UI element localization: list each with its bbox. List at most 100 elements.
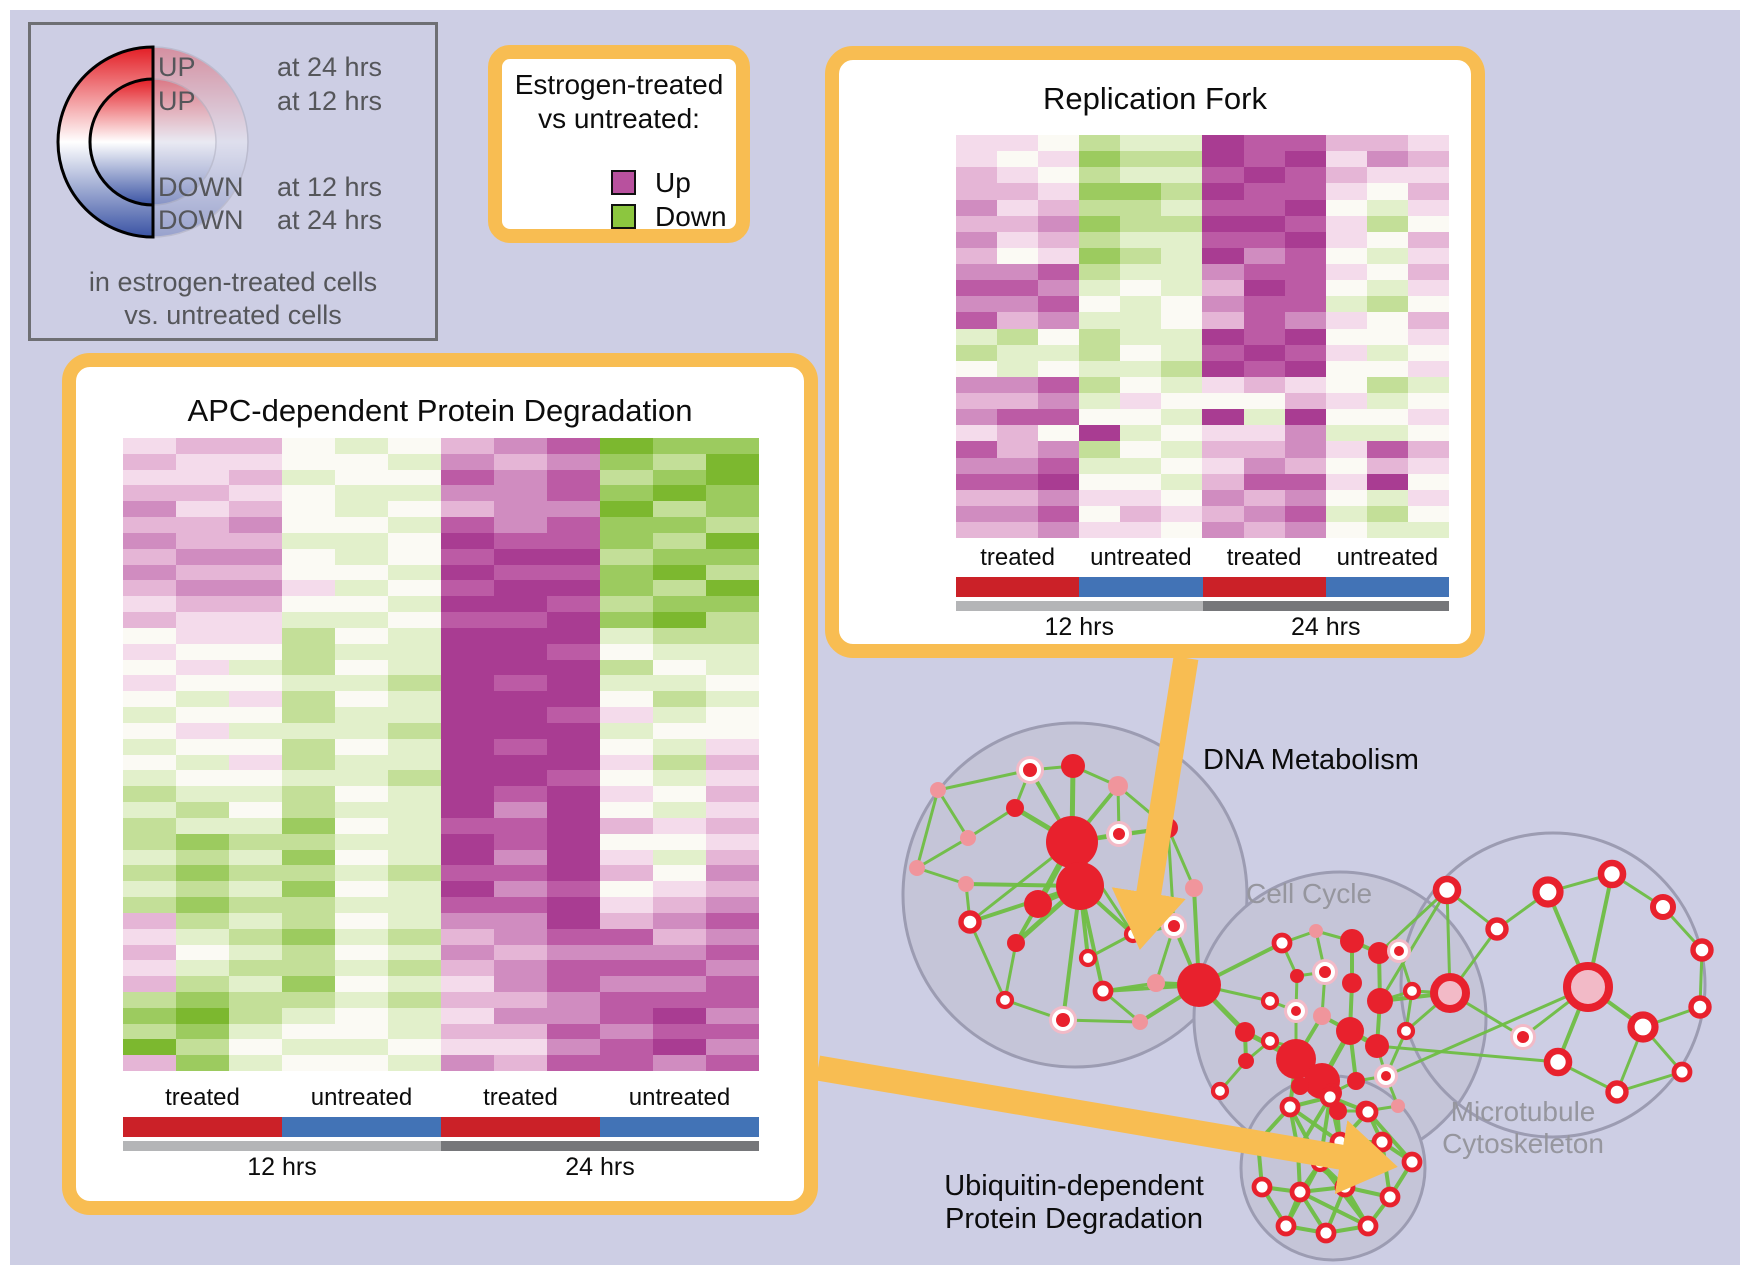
- heatmap-row: [123, 532, 759, 549]
- heatmap-row: [956, 522, 1449, 539]
- heatmap-row: [956, 360, 1449, 377]
- rf-untreated-bar-2: [1325, 577, 1449, 597]
- heatmap-row: [123, 453, 759, 470]
- heatmap-row: [123, 1007, 759, 1024]
- key-caption-line2: vs. untreated cells: [124, 300, 342, 330]
- rf-condition-bar: [956, 577, 1449, 597]
- heatmap-row: [956, 328, 1449, 345]
- replication-fork-title: Replication Fork: [1043, 81, 1267, 116]
- heatmap-row: [123, 802, 759, 818]
- heatmap-row: [956, 264, 1449, 281]
- key-up-12-time: at 12 hrs: [277, 86, 383, 116]
- heatmap-row: [956, 247, 1449, 264]
- heatmap-row: [123, 849, 759, 866]
- heatmap-row: [123, 691, 759, 708]
- key-down-12-dir: DOWN: [158, 172, 244, 202]
- rf-untreated-24-label: untreated: [1336, 544, 1439, 571]
- heatmap-row: [956, 167, 1449, 184]
- apc-treated-bar-2: [441, 1117, 600, 1137]
- heatmap-row: [956, 296, 1449, 313]
- heatmap-row: [123, 438, 759, 454]
- heatmap-row: [123, 643, 759, 660]
- heatmap-row: [956, 344, 1449, 361]
- apc-treated-12-label: treated: [165, 1084, 240, 1111]
- heatmap-row: [123, 991, 759, 1008]
- heatmap-row: [123, 817, 759, 834]
- legend-down-swatch: [611, 204, 636, 229]
- key-down-24-time: at 24 hrs: [277, 205, 383, 235]
- key-caption-line1: in estrogen-treated cells: [88, 267, 378, 297]
- heatmap-row: [123, 627, 759, 644]
- key-up-24-time: at 24 hrs: [277, 52, 383, 82]
- heatmap-row: [956, 505, 1449, 522]
- heatmap-row: [123, 928, 759, 945]
- key-up-12-dir: UP: [158, 86, 196, 116]
- heatmap-row: [956, 473, 1449, 490]
- apc-untreated-bar-1: [282, 1117, 441, 1137]
- heatmap-row: [123, 833, 759, 850]
- heatmap-row: [956, 409, 1449, 426]
- apc-title: APC-dependent Protein Degradation: [187, 393, 693, 428]
- rf-timepoint-bar: [956, 601, 1449, 611]
- heatmap-row: [956, 441, 1449, 458]
- heatmap-row: [123, 881, 759, 898]
- heatmap-row: [123, 469, 759, 486]
- rf-12hrs-label: 12 hrs: [1044, 613, 1114, 641]
- legend-up-swatch: [611, 170, 636, 195]
- heatmap-row: [123, 770, 759, 787]
- key-down-24-dir: DOWN: [158, 205, 244, 235]
- heatmap-row: [123, 897, 759, 913]
- heatmap-row: [123, 580, 759, 597]
- heatmap-row: [123, 596, 759, 613]
- apc-12hrs-bar: [123, 1141, 441, 1151]
- rf-untreated-bar-1: [1079, 577, 1203, 597]
- heatmap-row: [123, 786, 759, 803]
- rf-treated-bar-2: [1202, 577, 1326, 597]
- heatmap-row: [123, 485, 759, 502]
- apc-sample-group-labels: treated untreated treated untreated: [123, 1084, 759, 1118]
- heatmap-row: [123, 912, 759, 929]
- heatmap-row: [123, 548, 759, 565]
- microtubule-label-line1: Microtubule: [1450, 1096, 1596, 1127]
- key-down-12-time: at 12 hrs: [277, 172, 383, 202]
- heatmap-row: [123, 960, 759, 977]
- heatmap-row: [956, 489, 1449, 506]
- apc-heatmap: [123, 438, 759, 1072]
- heatmap-row: [123, 944, 759, 961]
- apc-treated-bar-1: [123, 1117, 282, 1137]
- heatmap-row: [956, 280, 1449, 297]
- up-down-circle-diagram: [56, 45, 249, 239]
- heatmap-row: [956, 215, 1449, 232]
- apc-24hrs-label: 24 hrs: [565, 1153, 635, 1181]
- heatmap-row: [956, 183, 1449, 200]
- heatmap-row: [123, 1055, 759, 1072]
- heatmap-row: [123, 976, 759, 992]
- heatmap-row: [956, 393, 1449, 410]
- apc-time-labels: 12 hrs 24 hrs: [123, 1153, 759, 1189]
- heatmap-row: [123, 865, 759, 882]
- heatmap-row: [123, 675, 759, 692]
- heatmap-row: [956, 425, 1449, 442]
- heatmap-row: [123, 659, 759, 676]
- apc-untreated-24-label: untreated: [628, 1084, 731, 1111]
- heatmap-row: [123, 1023, 759, 1040]
- legend-down-label: Down: [655, 201, 727, 232]
- heatmap-row: [123, 722, 759, 739]
- apc-treated-24-label: treated: [483, 1084, 558, 1111]
- legend-title-line1: Estrogen-treated: [514, 69, 724, 100]
- microtubule-cytoskeleton-label: Microtubule Cytoskeleton: [1398, 1096, 1648, 1160]
- heatmap-row: [123, 707, 759, 723]
- heatmap-row: [123, 1039, 759, 1056]
- rf-treated-24-label: treated: [1226, 544, 1302, 571]
- heatmap-row: [956, 231, 1449, 248]
- legend-up-label: Up: [655, 167, 691, 198]
- dna-metabolism-label: DNA Metabolism: [1203, 744, 1419, 776]
- legend-key-box: UP at 24 hrs UP at 12 hrs DOWN at 12 hrs…: [28, 22, 438, 341]
- rf-untreated-12-label: untreated: [1090, 544, 1192, 571]
- rf-sample-group-labels: treated untreated treated untreated: [956, 544, 1449, 574]
- key-up-24-dir: UP: [158, 52, 196, 82]
- apc-24hrs-bar: [441, 1141, 759, 1151]
- heatmap-row: [123, 612, 759, 628]
- panel-apc-degradation: APC-dependent Protein Degradation treate…: [62, 353, 818, 1215]
